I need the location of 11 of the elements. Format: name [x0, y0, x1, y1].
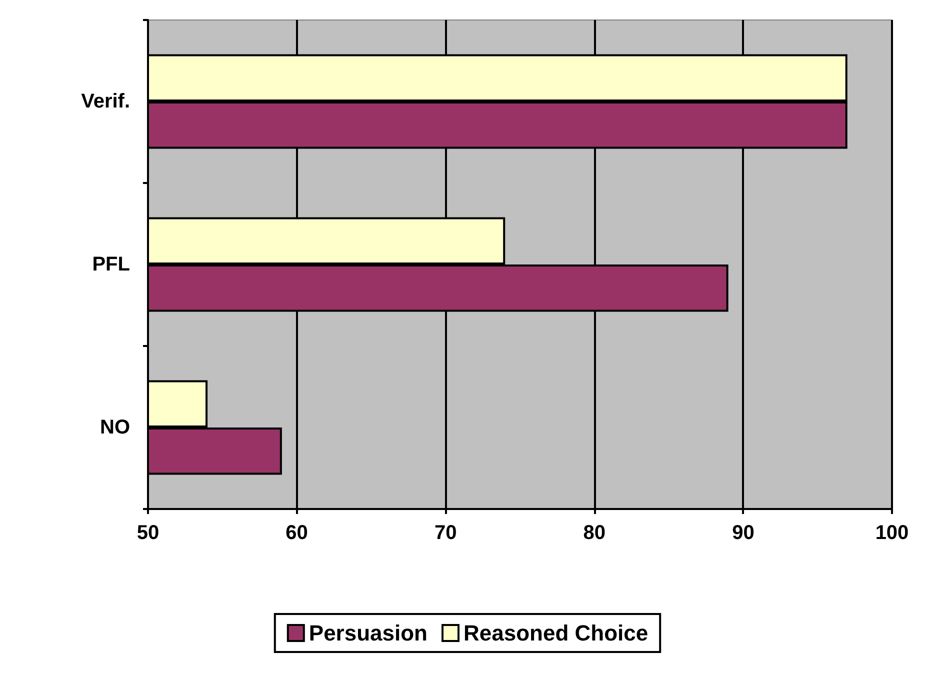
- x-tick-label: 100: [875, 522, 909, 544]
- legend-label: Persuasion: [308, 620, 428, 646]
- x-tick-label: 70: [434, 522, 457, 544]
- x-tick-label: 90: [732, 522, 754, 544]
- x-tick-label: 80: [583, 522, 606, 544]
- legend-label: Reasoned Choice: [464, 620, 648, 646]
- x-tick-label: 60: [286, 522, 308, 544]
- y-tick-label: Verif.: [81, 90, 130, 112]
- y-tick-label: PFL: [92, 254, 130, 276]
- y-tick-label: NO: [100, 416, 130, 438]
- x-tick-label: 50: [136, 522, 160, 544]
